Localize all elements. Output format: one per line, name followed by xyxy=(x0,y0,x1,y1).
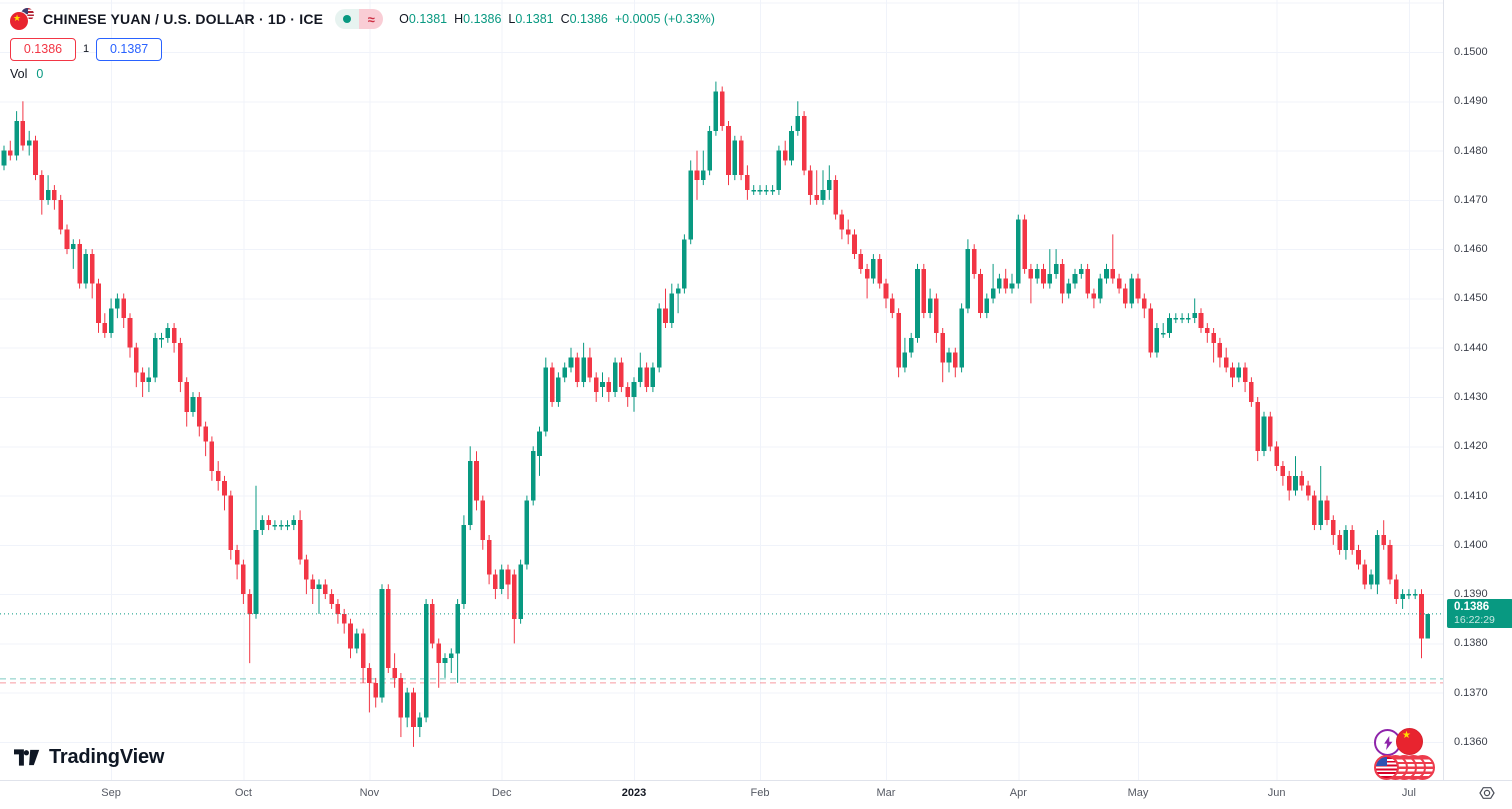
chart-canvas[interactable] xyxy=(0,0,1443,780)
event-flag-icons: ★ xyxy=(1374,727,1438,783)
ask-price-button[interactable]: 0.1387 xyxy=(96,37,163,61)
volume-label[interactable]: Vol xyxy=(10,67,28,81)
volume-value: 0 xyxy=(36,67,44,81)
reference-dashed-lines xyxy=(0,678,1443,684)
time-tick-label: 2023 xyxy=(621,787,647,799)
time-tick-label: Sep xyxy=(101,787,121,799)
price-tick-label: 0.1440 xyxy=(1454,341,1488,354)
price-axis[interactable]: 0.1386 16:22:29 0.1500 0.1490 0.1480 0.1470… xyxy=(1443,0,1512,780)
delayed-data-icon: ≈ xyxy=(359,9,384,29)
market-open-dot-icon xyxy=(343,15,352,23)
current-price-value: 0.1386 xyxy=(1454,601,1490,614)
ohlc-item: C0.1386 xyxy=(560,12,608,26)
time-tick-label: Jul xyxy=(1401,787,1416,799)
us-event-flag-icon[interactable] xyxy=(1374,755,1399,780)
market-open-segment xyxy=(335,9,360,29)
price-tick-label: 0.1420 xyxy=(1454,440,1488,453)
price-tick-label: 0.1470 xyxy=(1454,193,1488,206)
china-event-flag-icon[interactable]: ★ xyxy=(1396,728,1423,755)
chart-legend: ★ CHINESE YUAN / U.S. DOLLAR · 1D · ICE … xyxy=(10,6,715,81)
price-tick-label: 0.1390 xyxy=(1454,588,1488,601)
current-price-badge: 0.1386 16:22:29 xyxy=(1447,599,1512,629)
price-tick-label: 0.1360 xyxy=(1454,736,1488,748)
tradingview-logo-text: TradingView xyxy=(49,746,165,768)
market-status-badge[interactable]: ≈ xyxy=(335,9,384,29)
price-tick-label: 0.1400 xyxy=(1454,538,1488,551)
symbol-title[interactable]: CHINESE YUAN / U.S. DOLLAR · 1D · ICE xyxy=(43,11,324,27)
price-tick-label: 0.1480 xyxy=(1454,144,1488,157)
price-tick-label: 0.1450 xyxy=(1454,292,1488,305)
time-tick-label: Jun xyxy=(1267,787,1286,799)
price-tick-label: 0.1410 xyxy=(1454,489,1488,502)
time-tick-label: Nov xyxy=(359,787,380,799)
spread-value: 1 xyxy=(83,43,90,55)
price-tick-label: 0.1370 xyxy=(1454,686,1488,699)
ohlc-item: O0.1381 xyxy=(399,12,448,26)
ohlc-values: O0.1381 H0.1386 L0.1381 C0.1386 +0.0005 (+0.… xyxy=(399,12,715,26)
time-tick-label: Oct xyxy=(234,787,252,799)
price-tick-label: 0.1500 xyxy=(1454,46,1488,58)
ohlc-item: H0.1386 xyxy=(454,12,502,26)
time-tick-label: May xyxy=(1127,787,1149,799)
time-tick-label: Dec xyxy=(491,787,512,799)
gridlines xyxy=(0,0,1443,780)
time-tick-label: Mar xyxy=(876,787,896,799)
ohlc-change: +0.0005 (+0.33%) xyxy=(614,12,715,26)
price-tick-label: 0.1460 xyxy=(1454,243,1488,256)
current-price-time: 16:22:29 xyxy=(1454,614,1495,627)
bid-price-button[interactable]: 0.1386 xyxy=(10,37,76,61)
candlesticks xyxy=(1,81,1431,747)
ohlc-item: L0.1381 xyxy=(508,12,554,26)
price-tick-label: 0.1490 xyxy=(1454,95,1488,108)
symbol-flag-icon: ★ xyxy=(10,8,36,30)
settings-gear-icon[interactable] xyxy=(1479,785,1495,801)
price-tick-label: 0.1380 xyxy=(1454,637,1488,650)
time-tick-label: Apr xyxy=(1009,787,1027,799)
time-tick-label: Feb xyxy=(750,787,770,799)
china-flag-icon: ★ xyxy=(10,12,28,30)
tradingview-logo-mark xyxy=(14,749,40,766)
time-axis[interactable]: Sep Oct Nov Dec 2023 Feb Mar Apr May Jun Jul xyxy=(0,780,1512,809)
tradingview-logo[interactable]: TradingView xyxy=(14,746,164,769)
price-tick-label: 0.1430 xyxy=(1454,391,1488,403)
